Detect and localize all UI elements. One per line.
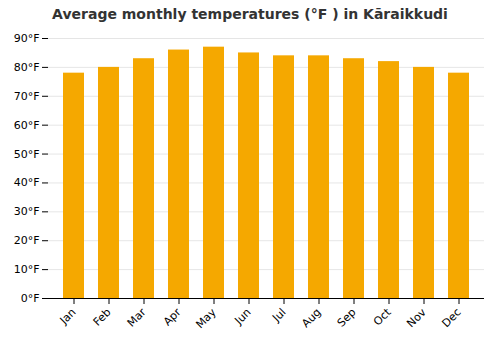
svg-text:40°F: 40°F [14,176,40,189]
svg-text:Aug: Aug [299,306,323,330]
svg-text:Jun: Jun [232,306,254,328]
svg-text:Nov: Nov [404,305,429,330]
svg-text:Feb: Feb [91,306,114,329]
svg-text:May: May [193,305,219,331]
svg-text:30°F: 30°F [14,205,40,218]
svg-text:20°F: 20°F [14,234,40,247]
svg-text:Dec: Dec [439,306,463,330]
svg-text:0°F: 0°F [21,292,40,305]
svg-text:Apr: Apr [161,305,184,328]
svg-text:60°F: 60°F [14,119,40,132]
svg-text:70°F: 70°F [14,90,40,103]
html-text:Average monthly temperatures (: Average monthly temperatures (°F ) in Kā… [52,6,448,22]
svg-text:50°F: 50°F [14,148,40,161]
svg-text:Sep: Sep [335,306,359,330]
svg-text:Jul: Jul [269,306,288,325]
svg-text:80°F: 80°F [14,61,40,74]
svg-text:90°F: 90°F [14,32,40,45]
svg-text:10°F: 10°F [14,263,40,276]
svg-text:Mar: Mar [125,305,149,329]
svg-text:Jan: Jan [57,306,79,328]
svg-text:Oct: Oct [371,305,394,328]
